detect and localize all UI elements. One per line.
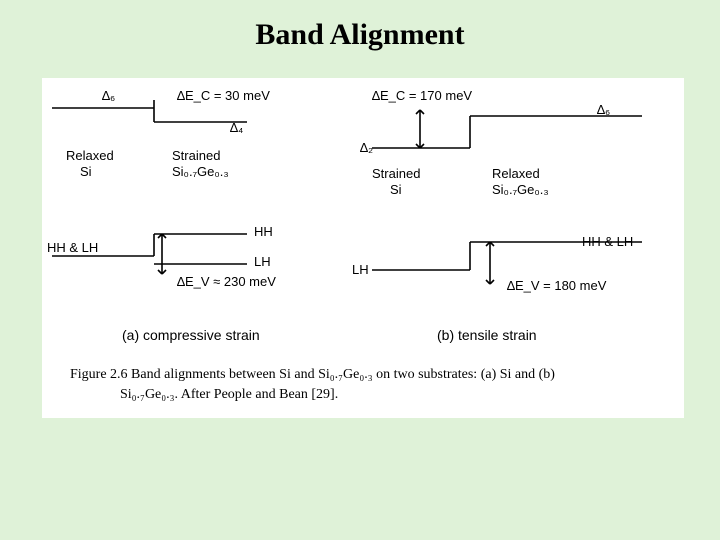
svg-text:∆E_C = 30 meV: ∆E_C = 30 meV [177, 88, 270, 103]
svg-text:Si: Si [390, 182, 402, 197]
svg-text:Figure 2.6 Band alignments b: Figure 2.6 Band alignments between Si an… [70, 367, 555, 382]
svg-text:Si₀.₇Ge₀.₃. After People and B: Si₀.₇Ge₀.₃. After People and Bean [29]. [120, 387, 338, 402]
svg-text:(a) compressive strain: (a) compressive strain [122, 327, 260, 343]
figure-background: ∆₆∆₄∆E_C = 30 meVRelaxedSiStrainedSi₀.₇G… [42, 78, 684, 418]
svg-text:HH & LH: HH & LH [47, 240, 98, 255]
svg-text:∆₆: ∆₆ [102, 88, 115, 103]
svg-text:∆E_V ≈ 230 meV: ∆E_V ≈ 230 meV [177, 274, 276, 289]
svg-text:∆E_C = 170 meV: ∆E_C = 170 meV [372, 88, 472, 103]
svg-text:Strained: Strained [372, 166, 420, 181]
svg-text:HH: HH [254, 224, 273, 239]
svg-text:LH: LH [352, 262, 369, 277]
band-diagram-svg: ∆₆∆₄∆E_C = 30 meVRelaxedSiStrainedSi₀.₇G… [42, 78, 684, 418]
page-title: Band Alignment [0, 18, 720, 52]
svg-text:∆₄: ∆₄ [230, 120, 243, 135]
svg-text:LH: LH [254, 254, 271, 269]
svg-text:Relaxed: Relaxed [492, 166, 540, 181]
svg-text:∆E_V = 180 meV: ∆E_V = 180 meV [507, 278, 607, 293]
svg-text:Si₀.₇Ge₀.₃: Si₀.₇Ge₀.₃ [492, 182, 549, 197]
svg-text:Si₀.₇Ge₀.₃: Si₀.₇Ge₀.₃ [172, 164, 229, 179]
svg-text:Si: Si [80, 164, 92, 179]
svg-text:Relaxed: Relaxed [66, 148, 114, 163]
svg-text:Strained: Strained [172, 148, 220, 163]
svg-text:∆₂: ∆₂ [360, 140, 373, 155]
svg-text:∆₆: ∆₆ [597, 102, 610, 117]
slide-page: Band Alignment ∆₆∆₄∆E_C = 30 meVRelaxedS… [0, 0, 720, 540]
svg-text:HH & LH: HH & LH [582, 234, 633, 249]
svg-text:(b) tensile strain: (b) tensile strain [437, 327, 537, 343]
